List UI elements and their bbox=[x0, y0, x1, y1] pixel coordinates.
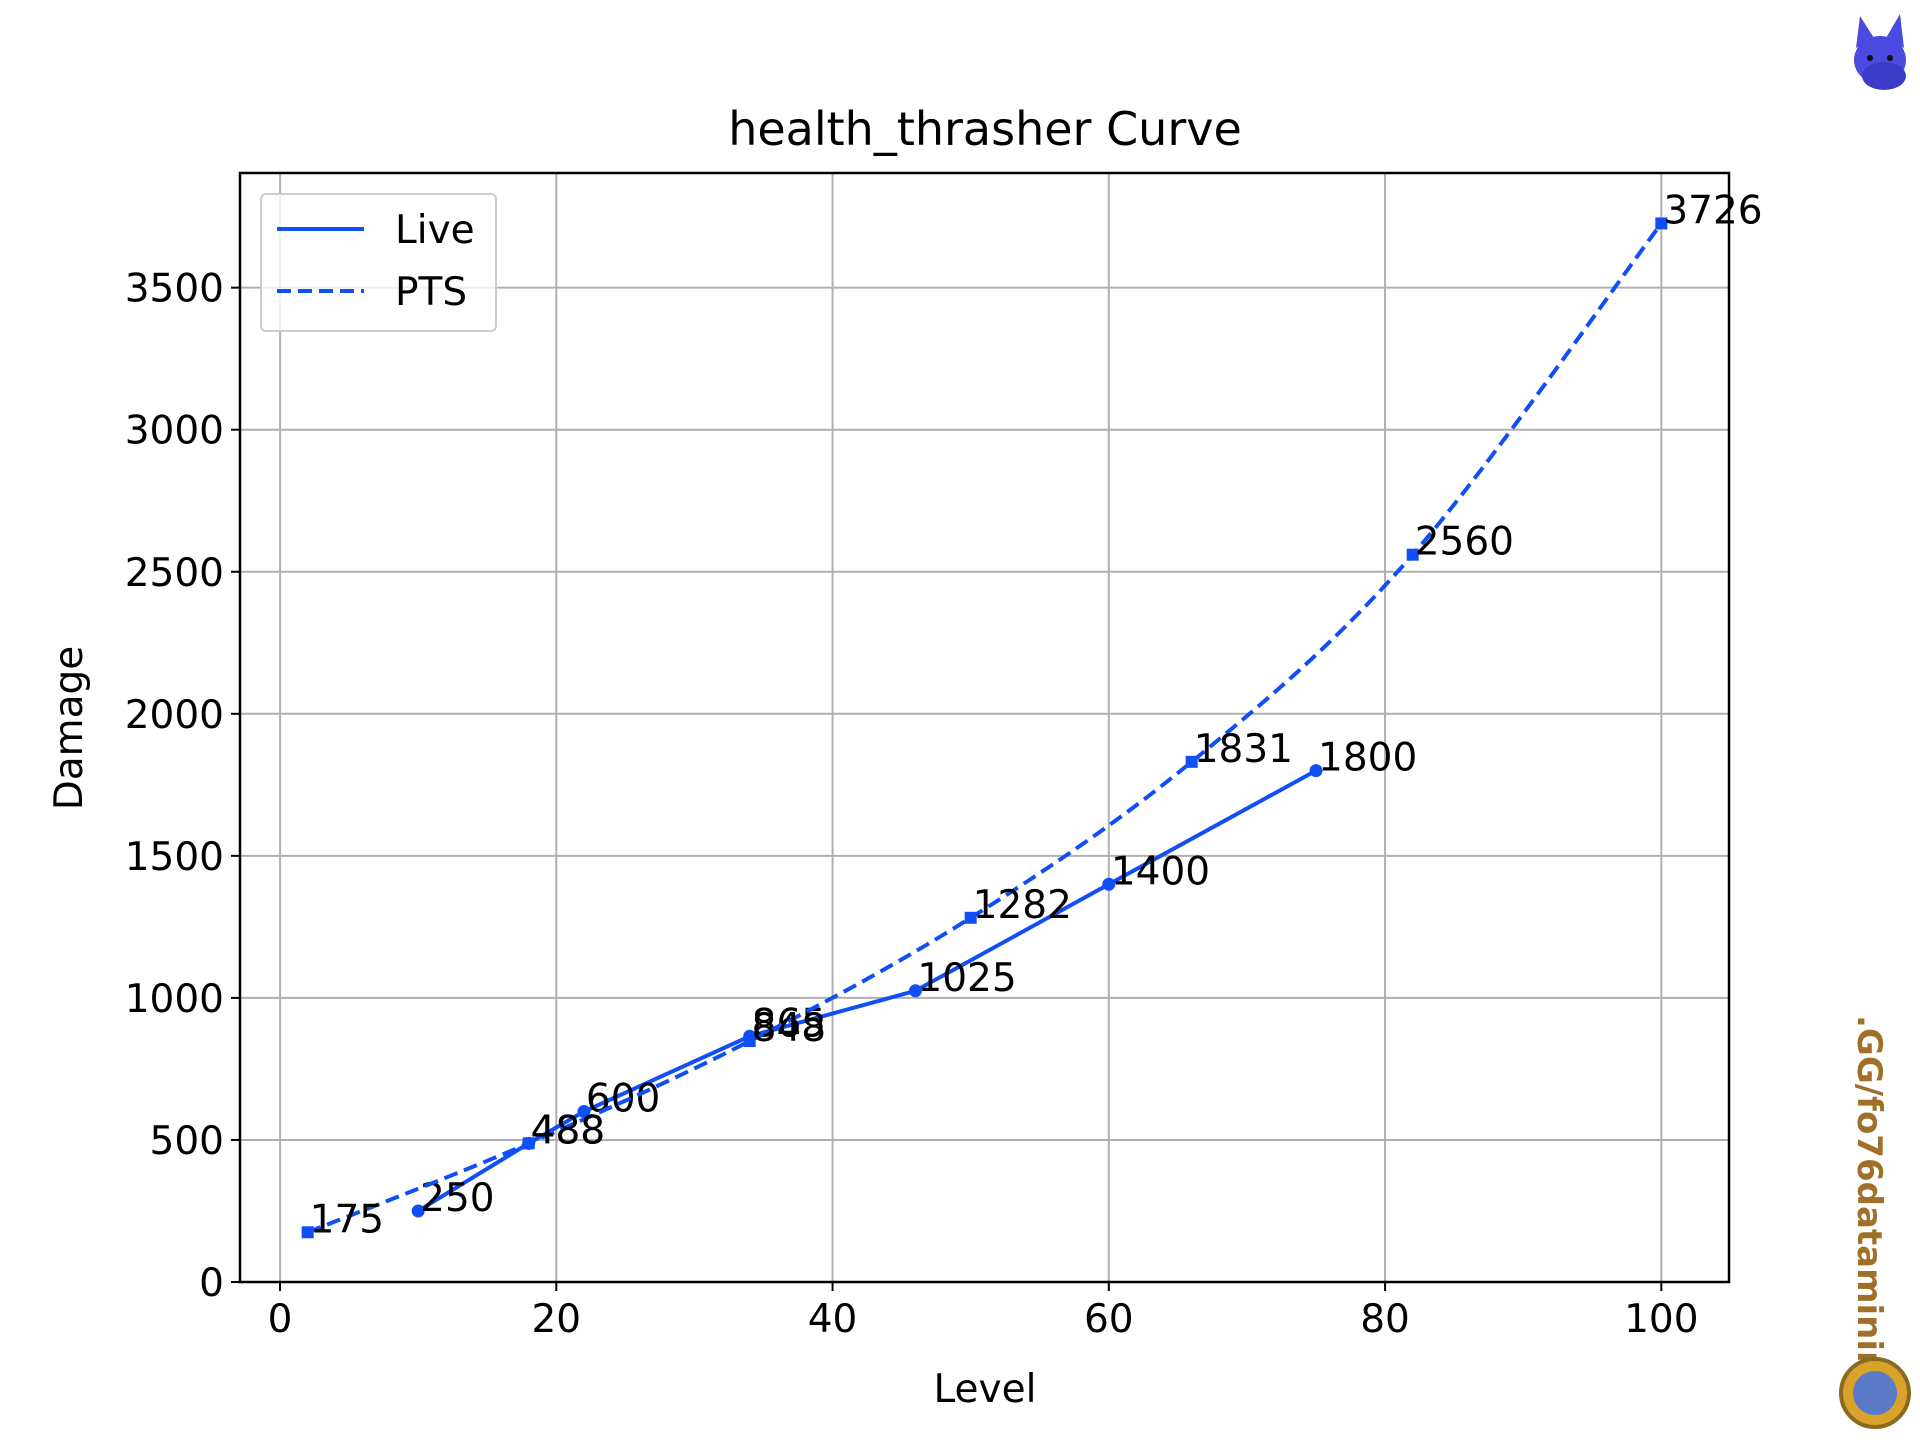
chart-title: health_thrasher Curve bbox=[728, 102, 1242, 156]
data-point bbox=[1655, 217, 1668, 230]
data-label: 1025 bbox=[917, 956, 1016, 1001]
x-tick-label: 40 bbox=[808, 1297, 858, 1342]
legend-label: PTS bbox=[395, 270, 467, 315]
data-label: 175 bbox=[310, 1197, 384, 1242]
data-point bbox=[1309, 764, 1323, 778]
data-point bbox=[1406, 548, 1419, 561]
data-label: 1400 bbox=[1111, 849, 1210, 894]
data-point bbox=[301, 1226, 314, 1239]
data-point bbox=[743, 1035, 756, 1048]
y-tick-label: 3500 bbox=[125, 267, 224, 312]
data-point bbox=[1102, 877, 1116, 891]
y-tick-label: 2000 bbox=[125, 693, 224, 738]
data-label: 488 bbox=[531, 1108, 605, 1153]
data-label: 1282 bbox=[973, 883, 1072, 928]
data-point bbox=[964, 911, 977, 924]
y-tick-label: 500 bbox=[150, 1119, 224, 1164]
plot-frame bbox=[238, 171, 1731, 1284]
x-axis-label: Level bbox=[934, 1367, 1037, 1412]
y-axis-label: Damage bbox=[47, 646, 92, 811]
cat-icon bbox=[1854, 14, 1906, 90]
data-point bbox=[577, 1105, 591, 1119]
y-tick-label: 1000 bbox=[125, 977, 224, 1022]
data-label: 848 bbox=[752, 1006, 826, 1051]
watermark: .GG/fo76datamining bbox=[1849, 1015, 1889, 1400]
data-point bbox=[411, 1204, 425, 1218]
data-label: 1831 bbox=[1194, 727, 1293, 772]
gear-icon bbox=[1839, 1357, 1911, 1429]
y-tick-label: 3000 bbox=[125, 409, 224, 454]
x-tick-label: 60 bbox=[1084, 1297, 1134, 1342]
data-label: 3726 bbox=[1663, 188, 1762, 233]
x-tick-label: 0 bbox=[268, 1297, 293, 1342]
data-label: 2560 bbox=[1415, 520, 1514, 565]
y-tick-label: 0 bbox=[199, 1261, 224, 1306]
x-tick-label: 20 bbox=[531, 1297, 581, 1342]
y-tick-label: 2500 bbox=[125, 551, 224, 596]
x-tick-label: 80 bbox=[1360, 1297, 1410, 1342]
data-point bbox=[908, 984, 922, 998]
legend-label: Live bbox=[395, 208, 475, 253]
x-tick-label: 100 bbox=[1624, 1297, 1698, 1342]
y-tick-label: 1500 bbox=[125, 835, 224, 880]
data-point bbox=[522, 1137, 535, 1150]
data-label: 1800 bbox=[1318, 736, 1417, 781]
data-label: 600 bbox=[586, 1077, 660, 1122]
data-point bbox=[1185, 755, 1198, 768]
